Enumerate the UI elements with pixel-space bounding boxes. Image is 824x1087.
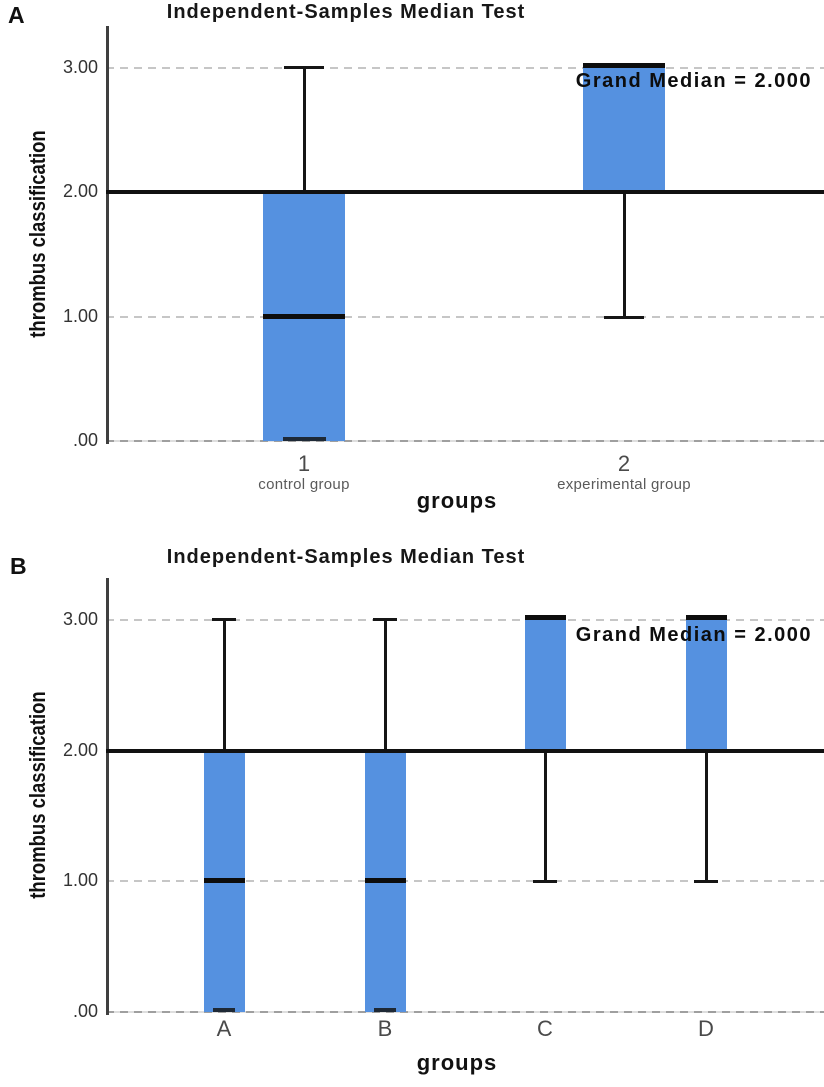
y-tick-label: .00	[72, 1001, 98, 1021]
y-axis-line	[106, 26, 109, 444]
y-tick-label: 2.00	[62, 739, 98, 760]
gridline	[106, 618, 824, 621]
upper-whisker-line	[302, 68, 306, 193]
y-tick-label: 3.00	[62, 57, 98, 77]
median-line	[364, 878, 406, 884]
lower-whisker-line	[622, 192, 626, 317]
box-bar	[583, 68, 665, 193]
y-axis-line	[106, 578, 109, 1015]
gridline	[106, 67, 824, 69]
grand-median-annotation: Grand Median = 2.000	[575, 70, 812, 92]
lower-whisker-line	[543, 750, 547, 882]
y-tick-label: 3.00	[62, 608, 98, 629]
lower-whisker-cap	[374, 1008, 396, 1012]
lower-whisker-cap	[282, 437, 326, 441]
x-tick-label: B	[377, 1016, 393, 1041]
x-axis-title: groups	[416, 488, 498, 513]
lower-whisker-cap	[694, 880, 718, 884]
y-axis-title: thrombus classification	[25, 130, 50, 338]
upper-whisker-line	[383, 619, 387, 751]
x-tick-sublabel: control group	[258, 476, 350, 493]
lower-whisker-line	[704, 750, 708, 882]
median-line	[524, 614, 566, 620]
y-tick-label: .00	[72, 430, 98, 450]
panel-label: B	[10, 553, 27, 579]
x-tick-label: 1	[297, 451, 311, 476]
upper-whisker-line	[222, 619, 226, 751]
panel-label: A	[8, 2, 25, 28]
y-tick-label: 1.00	[62, 305, 98, 326]
upper-whisker-cap	[284, 66, 324, 69]
grand-median-annotation: Grand Median = 2.000	[575, 624, 812, 646]
gridline	[106, 315, 824, 318]
upper-whisker-cap	[373, 617, 397, 621]
median-line	[203, 878, 245, 884]
median-line	[685, 614, 727, 620]
lower-whisker-cap	[533, 880, 557, 884]
y-axis-title: thrombus classification	[25, 691, 50, 899]
box-bar	[524, 619, 566, 751]
y-tick-label: 2.00	[62, 181, 98, 202]
chart-title: Independent-Samples Median Test	[166, 546, 526, 568]
x-tick-label: C	[537, 1016, 553, 1041]
x-tick-sublabel: experimental group	[557, 476, 691, 493]
box-bar	[685, 619, 727, 751]
grand-median-line	[106, 190, 824, 195]
x-axis-line	[106, 440, 824, 442]
upper-whisker-cap	[212, 617, 236, 621]
median-line	[583, 63, 665, 68]
x-axis-line	[106, 1011, 824, 1013]
lower-whisker-cap	[213, 1008, 235, 1012]
median-line	[263, 313, 345, 319]
x-axis-title: groups	[416, 1050, 498, 1075]
x-tick-label: A	[216, 1016, 232, 1041]
chart-title: Independent-Samples Median Test	[166, 1, 526, 23]
lower-whisker-cap	[604, 315, 644, 319]
grand-median-line	[106, 748, 824, 753]
y-tick-label: 1.00	[62, 870, 98, 891]
gridline	[106, 880, 824, 883]
x-tick-label: D	[698, 1016, 714, 1041]
x-tick-label: 2	[617, 451, 631, 476]
